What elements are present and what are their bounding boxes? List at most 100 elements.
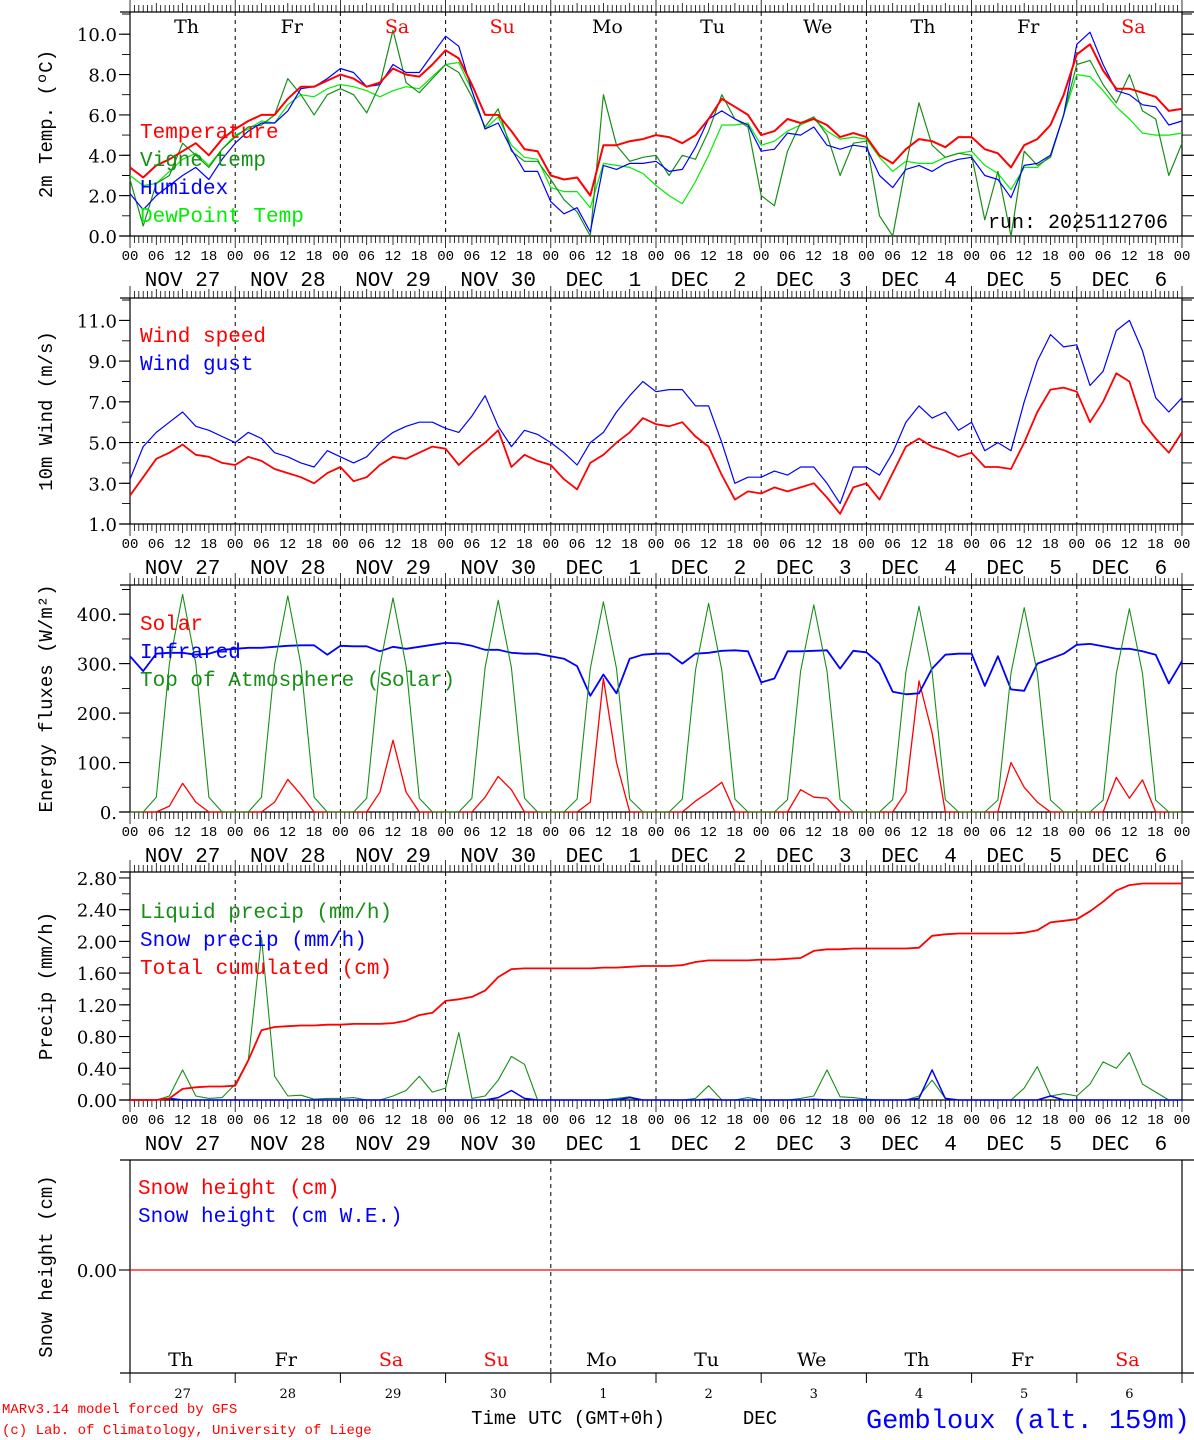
y-tick-label: 0.40	[77, 1059, 117, 1080]
date-label: DEC 6	[1092, 846, 1168, 869]
x-tick-label: 06	[148, 825, 165, 841]
day-name-label: Sa	[1115, 1349, 1139, 1371]
y-tick-label: 0.00	[77, 1261, 117, 1282]
x-tick-label: 06	[989, 537, 1006, 553]
x-tick-label: 18	[411, 249, 428, 265]
x-tick-label: 06	[884, 249, 901, 265]
x-tick-label: 06	[884, 825, 901, 841]
date-label: DEC 4	[881, 270, 957, 293]
month-label: DEC	[743, 1408, 777, 1430]
x-tick-label: 00	[332, 249, 349, 265]
y-tick-label: 2.40	[77, 901, 117, 922]
y-tick-label: 2.0	[88, 187, 117, 208]
date-label: DEC 4	[881, 558, 957, 581]
series-line-snow-precip-mm-h	[130, 1069, 1182, 1101]
date-label: NOV 28	[250, 270, 326, 293]
x-tick-label: 00	[332, 1113, 349, 1129]
x-tick-label: 06	[569, 249, 586, 265]
x-tick-label: 06	[358, 1113, 375, 1129]
x-tick-label: 12	[385, 1113, 402, 1129]
date-label: NOV 29	[355, 558, 431, 581]
day-name-label: Fr	[281, 16, 304, 38]
x-tick-label: 00	[1068, 537, 1085, 553]
x-tick-label: 06	[779, 249, 796, 265]
x-tick-label: 00	[963, 1113, 980, 1129]
day-number-label: 29	[385, 1387, 402, 1402]
x-tick-label: 00	[963, 537, 980, 553]
series-line-infrared	[129, 642, 1183, 697]
x-tick-label: 12	[700, 825, 717, 841]
x-tick-label: 00	[122, 249, 139, 265]
x-tick-label: 06	[253, 825, 270, 841]
date-label: DEC 5	[986, 1134, 1062, 1157]
x-tick-label: 00	[227, 249, 244, 265]
day-name-label: Th	[911, 16, 936, 38]
x-tick-label: 06	[253, 1113, 270, 1129]
day-name-label: Sa	[1121, 16, 1145, 38]
date-label: NOV 27	[145, 558, 221, 581]
x-tick-label: 06	[463, 1113, 480, 1129]
x-tick-label: 00	[227, 825, 244, 841]
x-tick-label: 06	[884, 1113, 901, 1129]
x-day-ticks	[129, 1373, 1183, 1383]
x-tick-label: 18	[411, 537, 428, 553]
date-label: DEC 6	[1092, 558, 1168, 581]
date-label: DEC 2	[671, 558, 747, 581]
panel-3: 00 06 12 18 00 06 12 18 00 06 12 18 00 06 12 18 00 06 12 18…	[36, 573, 1194, 869]
x-tick-label: 18	[1042, 1113, 1059, 1129]
panel-5: 27 28 29 30 1 2 3 4 5 6 0.00 Snow height (cm) Snow h…	[36, 1159, 1194, 1402]
x-tick-label: 18	[411, 825, 428, 841]
x-tick-label: 18	[937, 825, 954, 841]
x-tick-label: 00	[858, 1113, 875, 1129]
date-label: DEC 5	[986, 558, 1062, 581]
x-tick-label: 06	[989, 249, 1006, 265]
date-label: DEC 3	[776, 1134, 852, 1157]
x-tick-label: 18	[937, 537, 954, 553]
x-tick-label: 12	[595, 249, 612, 265]
y-minor-ticks	[122, 13, 1192, 237]
x-tick-label: 12	[1121, 249, 1138, 265]
x-tick-label: 18	[726, 1113, 743, 1129]
date-label: NOV 27	[145, 270, 221, 293]
x-tick-label: 06	[1095, 825, 1112, 841]
y-tick-label: 3.0	[88, 474, 117, 495]
x-tick-label: 18	[306, 1113, 323, 1129]
x-tick-label: 18	[726, 249, 743, 265]
y-tick-label: 100.	[77, 754, 117, 775]
date-label: NOV 30	[460, 846, 536, 869]
y-tick-label: 9.0	[88, 352, 117, 373]
x-tick-label: 06	[989, 825, 1006, 841]
legend-entry: Wind gust	[140, 354, 253, 377]
date-label: DEC 1	[566, 1134, 642, 1157]
day-number-label: 30	[490, 1387, 507, 1402]
x-tick-label: 00	[648, 249, 665, 265]
x-tick-label: 00	[858, 249, 875, 265]
x-tick-label: 12	[1016, 825, 1033, 841]
x-tick-label: 00	[227, 537, 244, 553]
day-name-label: Mo	[592, 16, 623, 38]
x-tick-label: 06	[463, 825, 480, 841]
x-minor-ticks	[129, 286, 1183, 536]
date-label: DEC 3	[776, 846, 852, 869]
y-axis-label: 2m Temp. (ºC)	[36, 50, 58, 198]
x-tick-label: 00	[1068, 1113, 1085, 1129]
x-tick-label: 06	[779, 825, 796, 841]
x-tick-label: 00	[1174, 537, 1191, 553]
y-tick-label: 1.0	[88, 515, 117, 536]
day-number-label: 2	[704, 1387, 712, 1402]
x-tick-label: 18	[200, 249, 217, 265]
x-tick-label: 12	[805, 249, 822, 265]
x-tick-label: 06	[674, 1113, 691, 1129]
x-tick-label: 12	[1016, 537, 1033, 553]
x-tick-label: 00	[963, 249, 980, 265]
series-line-dewpoint-temp	[129, 61, 1183, 209]
x-tick-label: 12	[1121, 537, 1138, 553]
legend-entry: Infrared	[140, 642, 241, 665]
x-tick-label: 12	[911, 537, 928, 553]
x-tick-label: 18	[832, 1113, 849, 1129]
x-tick-label: 12	[700, 537, 717, 553]
y-tick-label: 5.0	[88, 434, 117, 455]
date-label: DEC 3	[776, 270, 852, 293]
date-label: DEC 1	[566, 558, 642, 581]
